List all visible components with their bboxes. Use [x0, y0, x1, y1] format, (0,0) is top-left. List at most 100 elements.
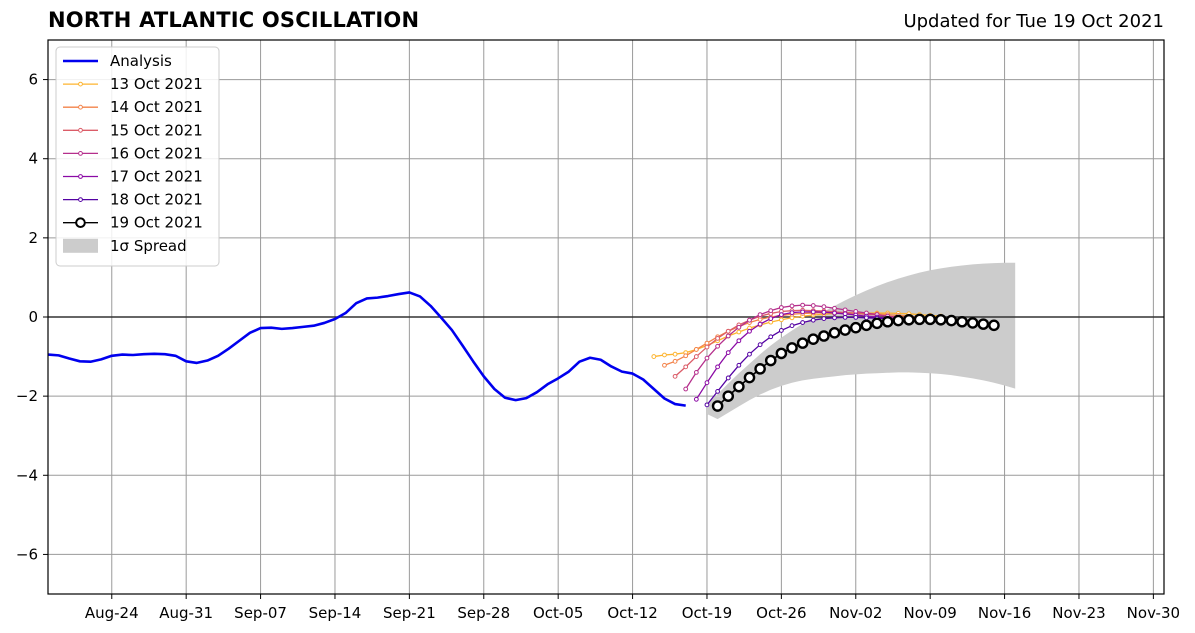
- forecast-point: [736, 362, 742, 368]
- legend-label: 1σ Spread: [110, 237, 187, 255]
- forecast-point: [818, 330, 830, 342]
- forecast-point: [956, 315, 968, 328]
- forecast-point: [693, 354, 699, 359]
- forecast-point: [736, 338, 742, 344]
- forecast-point: [662, 352, 667, 358]
- y-tick-label: 4: [28, 150, 38, 168]
- y-tick-label: −4: [16, 466, 38, 484]
- legend-label: 18 Oct 2021: [110, 191, 203, 209]
- legend-entry: 18 Oct 2021: [63, 191, 203, 209]
- forecast-point: [800, 309, 806, 315]
- forecast-point: [800, 302, 806, 308]
- forecast-point: [725, 350, 731, 356]
- x-tick-label: Nov-09: [903, 604, 956, 622]
- legend-box: [55, 46, 220, 267]
- forecast-point: [715, 335, 720, 341]
- forecast-point: [892, 314, 905, 327]
- forecast-point: [839, 324, 851, 336]
- legend: Analysis 13 Oct 2021 14 Oct 2021 15 Oct 202…: [55, 46, 220, 267]
- forecast-point: [800, 320, 806, 325]
- forecast-point: [864, 315, 869, 321]
- forecast-point: [747, 351, 752, 357]
- forecast-point: [778, 305, 784, 310]
- legend-marker: [78, 174, 83, 179]
- y-tick-label: −6: [16, 545, 38, 563]
- forecast-point: [672, 351, 678, 357]
- forecast-point: [810, 317, 816, 323]
- forecast-point: [832, 310, 837, 316]
- forecast-point: [704, 402, 710, 408]
- x-tick-label: Sep-28: [457, 604, 510, 622]
- forecast-point: [935, 313, 947, 326]
- legend-entry: 17 Oct 2021: [63, 168, 203, 186]
- y-tick-label: 6: [28, 71, 38, 89]
- forecast-point: [704, 380, 710, 386]
- axes: Aug-24 Aug-31 Sep-07 Sep-14 Sep-21 Sep-28 Oct-…: [16, 39, 1180, 622]
- forecast-point: [764, 354, 777, 367]
- forecast-point: [743, 371, 756, 384]
- forecast-point: [945, 314, 958, 327]
- legend-marker: [78, 104, 83, 110]
- forecast-point: [757, 312, 763, 318]
- forecast-point: [853, 314, 859, 320]
- forecast-point: [704, 340, 710, 346]
- forecast-point: [754, 363, 766, 375]
- legend-entry: 15 Oct 2021: [63, 121, 203, 139]
- series: [47, 291, 1000, 412]
- y-tick-label: 2: [28, 229, 38, 247]
- forecast-point: [966, 317, 979, 329]
- forecast-point: [725, 328, 731, 334]
- chart-subtitle: Updated for Tue 19 Oct 2021: [903, 11, 1164, 32]
- forecast-point: [704, 344, 710, 350]
- forecast-point: [807, 333, 820, 345]
- forecast-point: [832, 305, 837, 311]
- forecast-point: [662, 362, 667, 368]
- forecast-point: [757, 342, 763, 348]
- spread-band: [706, 262, 1016, 420]
- x-tick-label: Oct-26: [756, 604, 806, 622]
- x-tick-label: Nov-30: [1127, 604, 1180, 622]
- forecast-point: [651, 354, 657, 359]
- analysis-line: [47, 291, 686, 407]
- forecast-point: [821, 304, 827, 310]
- forecast-point: [725, 333, 731, 339]
- x-tick-label: Aug-31: [159, 604, 213, 622]
- forecast-point: [775, 347, 788, 360]
- forecast-point: [871, 317, 883, 330]
- forecast-point: [849, 321, 862, 334]
- forecast-point: [715, 388, 720, 394]
- legend-entry: 13 Oct 2021: [63, 75, 203, 93]
- legend-label: 13 Oct 2021: [110, 75, 203, 93]
- legend-entry: 14 Oct 2021: [63, 98, 203, 116]
- forecast-point: [768, 308, 774, 314]
- forecast-point: [796, 337, 809, 349]
- legend-entry: 19 Oct 2021: [63, 214, 203, 232]
- forecast-point: [715, 364, 720, 370]
- forecast-point: [768, 334, 774, 340]
- forecast-point: [683, 353, 689, 359]
- legend-marker: [75, 217, 86, 228]
- legend-marker: [78, 127, 83, 133]
- forecast-point: [778, 328, 784, 333]
- forecast-point: [881, 315, 894, 328]
- forecast-point: [860, 319, 873, 332]
- spread-band-area: [706, 262, 1016, 420]
- x-tick-label: Aug-24: [85, 604, 139, 622]
- forecast-point: [903, 313, 915, 326]
- forecast-point: [828, 327, 841, 339]
- forecast-point: [821, 309, 827, 315]
- forecast-point: [842, 314, 848, 320]
- forecast-point: [693, 347, 699, 352]
- x-tick-label: Sep-07: [234, 604, 287, 622]
- forecast-point: [725, 375, 731, 381]
- y-tick-label: 0: [28, 308, 38, 326]
- legend-entry: 1σ Spread: [63, 237, 187, 255]
- forecast-point: [672, 373, 678, 379]
- x-tick-label: Nov-16: [978, 604, 1031, 622]
- forecast-point: [747, 317, 752, 323]
- forecast-point: [733, 380, 745, 393]
- x-tick-label: Oct-12: [607, 604, 657, 622]
- forecast-point: [711, 400, 724, 412]
- forecast-point: [842, 307, 848, 313]
